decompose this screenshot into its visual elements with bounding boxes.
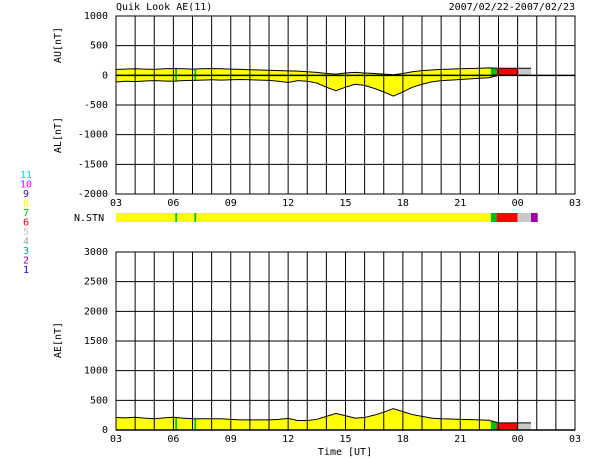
area-fill bbox=[194, 418, 197, 430]
area-fill bbox=[196, 408, 491, 430]
station-segment bbox=[517, 213, 532, 222]
x-axis-label: Time [UT] bbox=[318, 447, 372, 458]
plot-frame bbox=[115, 15, 576, 195]
data-line bbox=[115, 408, 532, 424]
area-fill bbox=[175, 417, 178, 430]
y-tick-label: -2000 bbox=[78, 189, 108, 200]
x-tick-label: 09 bbox=[225, 434, 237, 445]
y-tick-label: 2500 bbox=[84, 277, 108, 288]
station-segment bbox=[177, 213, 195, 222]
area-fill bbox=[496, 68, 518, 76]
legend-label: 5 bbox=[23, 227, 29, 238]
x-tick-label: 03 bbox=[110, 198, 122, 209]
y-tick-label: 0 bbox=[102, 425, 108, 436]
legend-label: 10 bbox=[20, 180, 32, 191]
area-fill bbox=[490, 420, 497, 430]
y-tick-label: 1000 bbox=[84, 366, 108, 377]
x-tick-label: 21 bbox=[454, 198, 466, 209]
area-fill bbox=[496, 422, 518, 430]
y-tick-label: -1000 bbox=[78, 130, 108, 141]
x-tick-label: 15 bbox=[339, 198, 351, 209]
x-tick-label: 21 bbox=[454, 434, 466, 445]
y-tick-label: 500 bbox=[90, 41, 108, 52]
x-tick-label: 06 bbox=[167, 198, 179, 209]
y-axis-label: AL[nT] bbox=[53, 117, 64, 153]
legend-label: 6 bbox=[23, 218, 29, 229]
y-tick-label: 3000 bbox=[84, 247, 108, 258]
legend-label: 1 bbox=[23, 265, 29, 276]
x-tick-label: 09 bbox=[225, 198, 237, 209]
station-segment bbox=[196, 213, 491, 222]
y-tick-label: 1500 bbox=[84, 336, 108, 347]
y-tick-label: 1000 bbox=[84, 11, 108, 22]
x-tick-label: 03 bbox=[569, 198, 581, 209]
y-tick-label: 500 bbox=[90, 395, 108, 406]
station-segment bbox=[116, 213, 176, 222]
x-tick-label: 03 bbox=[569, 434, 581, 445]
y-axis-label: AE[nT] bbox=[53, 322, 64, 358]
y-axis-label: AU[nT] bbox=[53, 27, 64, 63]
legend-label: 9 bbox=[23, 189, 29, 200]
x-tick-label: 03 bbox=[110, 434, 122, 445]
area-fill bbox=[517, 68, 532, 76]
legend-label: 2 bbox=[23, 256, 29, 267]
area-fill bbox=[177, 417, 195, 430]
data-line bbox=[115, 74, 532, 97]
y-tick-label: -500 bbox=[84, 100, 108, 111]
x-tick-label: 00 bbox=[512, 198, 524, 209]
station-segment bbox=[496, 213, 518, 222]
station-label: N.STN bbox=[74, 213, 104, 224]
y-tick-label: -1500 bbox=[78, 159, 108, 170]
x-tick-label: 18 bbox=[397, 434, 409, 445]
legend-label: 11 bbox=[20, 170, 32, 181]
plot-frame bbox=[115, 251, 576, 431]
station-segment bbox=[490, 213, 497, 222]
x-tick-label: 06 bbox=[167, 434, 179, 445]
station-segment bbox=[175, 213, 178, 222]
y-tick-label: 0 bbox=[102, 70, 108, 81]
area-fill bbox=[116, 417, 176, 430]
legend-label: 8 bbox=[23, 199, 29, 210]
x-tick-label: 12 bbox=[282, 198, 294, 209]
x-tick-label: 15 bbox=[339, 434, 351, 445]
station-segment bbox=[531, 213, 538, 222]
data-line bbox=[115, 67, 532, 76]
chart-subtitle: 2007/02/22-2007/02/23 bbox=[449, 2, 575, 13]
x-tick-label: 12 bbox=[282, 434, 294, 445]
station-segment bbox=[194, 213, 197, 222]
legend-label: 7 bbox=[23, 208, 29, 219]
y-tick-label: 2000 bbox=[84, 306, 108, 317]
x-tick-label: 18 bbox=[397, 198, 409, 209]
legend-label: 4 bbox=[23, 237, 29, 248]
x-tick-label: 00 bbox=[512, 434, 524, 445]
area-fill bbox=[517, 422, 532, 430]
legend-label: 3 bbox=[23, 246, 29, 257]
chart-title: Quik Look AE(11) bbox=[116, 2, 212, 13]
